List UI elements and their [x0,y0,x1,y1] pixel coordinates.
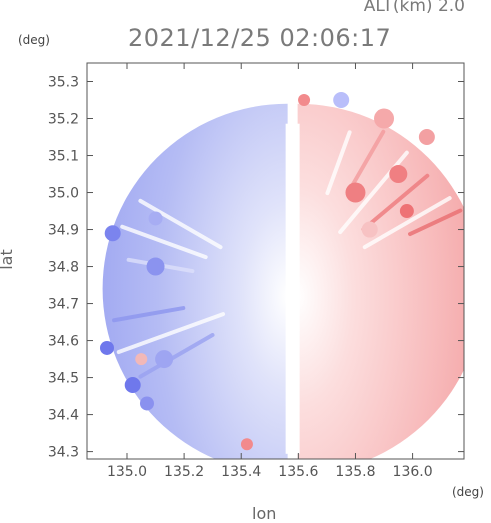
echo-cell [155,350,174,369]
y-tick-label: 34.6 [48,334,79,350]
y-tick-label: 35.3 [48,75,79,91]
radial-streak [120,224,208,260]
y-tick-label: 34.4 [48,408,79,424]
positive-velocity-region [297,103,464,459]
echo-cell [361,221,378,238]
x-tick-label: 135.6 [278,464,318,480]
echo-cell [139,396,154,411]
y-tick-label: 35.0 [48,186,79,202]
echo-cell [418,129,435,146]
echo-cell [389,165,408,184]
radial-streak [112,306,186,323]
y-tick-label: 34.8 [48,260,79,276]
y-tick-label: 34.5 [48,371,79,387]
radial-streak [116,312,226,355]
y-tick-label: 34.7 [48,297,79,313]
x-tick-label: 135.4 [221,464,261,480]
echo-cell [240,438,253,451]
plot-area [99,92,464,459]
echo-cell [148,211,163,226]
echo-cell [135,353,148,366]
echo-cell [345,182,366,203]
y-tick-label: 35.2 [48,112,79,128]
radial-streak [346,129,386,195]
zero-velocity-band [285,123,300,454]
y-tick-label: 34.3 [48,445,79,461]
timestamp-title: 2021/12/25 02:06:17 [128,24,392,52]
y-unit-label: (deg) [18,33,50,47]
negative-velocity-region [102,103,288,459]
x-tick-label: 135.2 [164,464,204,480]
radial-streak [408,208,463,237]
radial-streak [325,130,352,196]
echo-cell [374,108,395,129]
echo-cell [99,340,114,355]
echo-cell [399,204,414,219]
echo-cell [298,94,311,107]
x-unit-label: (deg) [452,485,484,499]
radial-streak [138,198,223,250]
radial-streak [138,333,215,379]
echo-cell [104,225,121,242]
plot-frame [86,62,465,460]
y-tick-label: 34.9 [48,223,79,239]
x-tick-label: 135.8 [335,464,375,480]
x-axis-label: lon [252,504,277,523]
y-tick-label: 35.1 [48,149,79,165]
echo-cell [146,257,165,276]
x-tick-label: 135.0 [107,464,147,480]
radial-streak [361,173,430,232]
radial-streak [362,196,452,250]
echo-cell [124,376,141,393]
altitude-label: ALT(km) 2.0 [363,0,465,16]
x-tick-label: 136.0 [393,464,433,480]
echo-cell [333,92,350,109]
